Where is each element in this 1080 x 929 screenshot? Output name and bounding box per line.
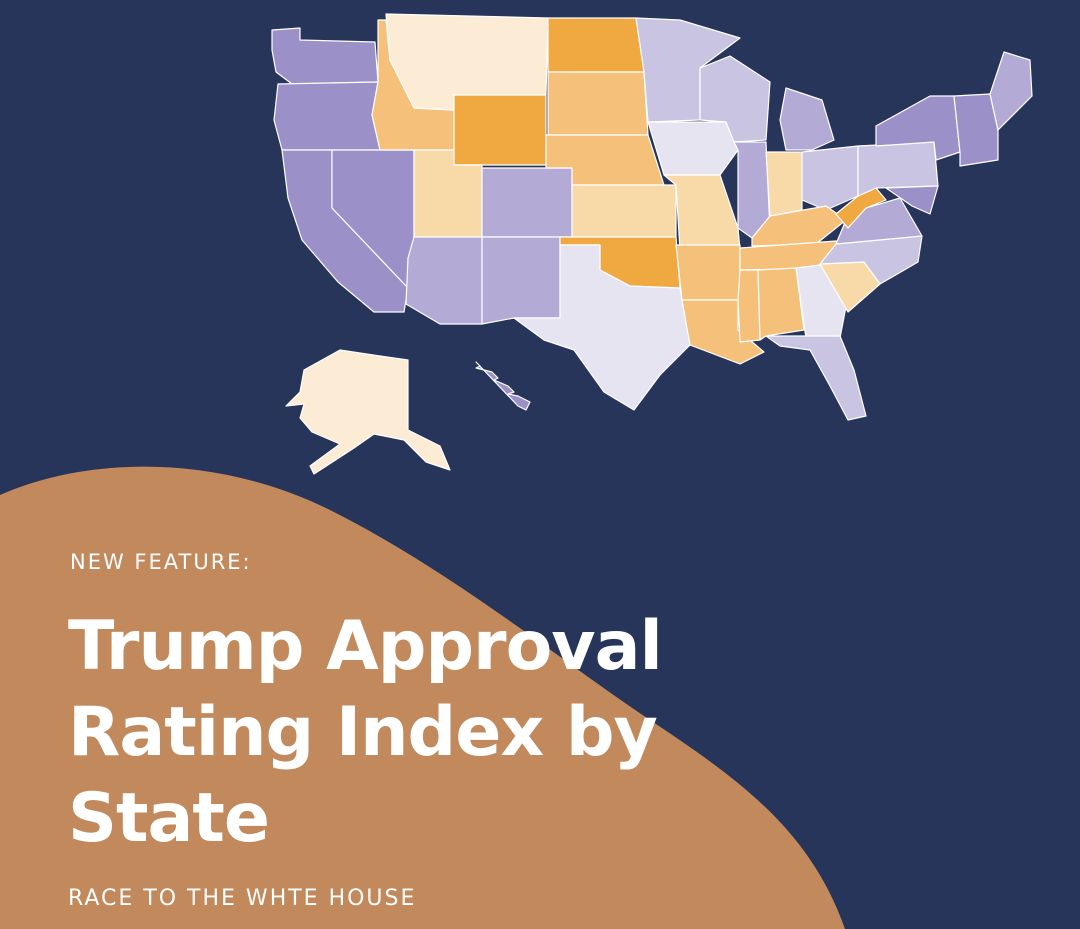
state-WA <box>271 27 379 85</box>
state-IA <box>647 121 739 176</box>
state-MD <box>885 185 939 215</box>
state-NY <box>875 95 961 161</box>
state-FL <box>765 335 867 421</box>
state-AR <box>675 244 741 301</box>
state-CO <box>481 167 573 238</box>
state-ME <box>989 51 1033 131</box>
state-AL <box>757 267 805 341</box>
state-ND <box>547 17 645 73</box>
state-MS <box>737 269 761 343</box>
page-title: Trump Approval Rating Index by State <box>68 607 663 858</box>
state-MI <box>779 87 835 151</box>
state-WI <box>699 55 771 143</box>
footer-label: RACE TO THE WHTE HOUSE <box>68 886 417 911</box>
state-AZ <box>405 236 483 325</box>
state-KS <box>571 184 677 238</box>
kicker-label: NEW FEATURE: <box>70 550 252 574</box>
state-OH <box>801 145 859 211</box>
state-AK <box>285 349 451 475</box>
state-HI <box>475 361 531 411</box>
state-OR <box>273 81 381 151</box>
state-TX <box>513 244 691 411</box>
us-choropleth-map <box>271 13 1033 475</box>
state-WY <box>453 94 547 166</box>
state-SD <box>547 71 649 136</box>
state-NE_REGION <box>953 93 999 167</box>
state-IN <box>765 151 803 217</box>
state-NM <box>481 236 561 325</box>
